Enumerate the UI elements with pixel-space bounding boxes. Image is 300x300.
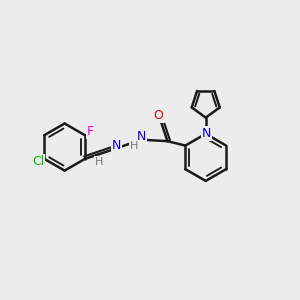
Text: F: F — [87, 125, 94, 138]
Text: N: N — [137, 130, 146, 143]
Text: N: N — [202, 127, 211, 140]
Text: O: O — [154, 109, 164, 122]
Text: Cl: Cl — [32, 155, 44, 168]
Text: H: H — [130, 141, 139, 151]
Text: H: H — [95, 157, 103, 167]
Text: N: N — [112, 139, 121, 152]
